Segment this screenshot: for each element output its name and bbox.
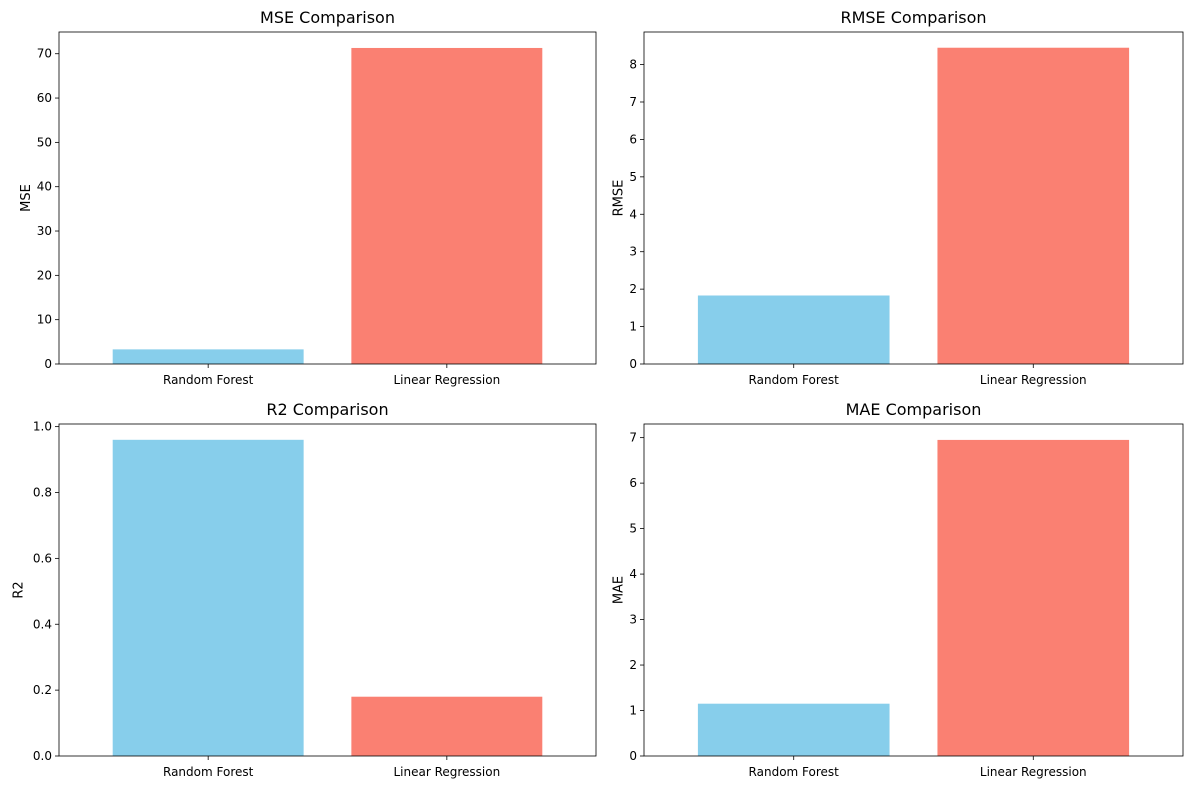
chart-title-mse: MSE Comparison <box>260 8 395 27</box>
y-tick-label: 70 <box>37 47 52 61</box>
y-tick-label: 7 <box>629 95 637 109</box>
bar-r2-random-forest <box>112 439 304 756</box>
y-tick-label: 20 <box>37 268 52 282</box>
subplot-mse: MSE Comparison Random Forest Linear Regres… <box>19 8 597 387</box>
y-tick-label: 0 <box>44 357 52 371</box>
x-tick-label: Random Forest <box>163 373 254 387</box>
y-axis-label-rmse: RMSE <box>612 180 627 217</box>
y-tick-label: 3 <box>629 613 637 627</box>
y-tick-label: 0 <box>629 749 637 763</box>
y-tick-label: 0.2 <box>33 683 52 697</box>
y-tick-label: 5 <box>629 522 637 536</box>
subplot-r2: R2 Comparison Random Forest Linear Regress… <box>12 400 597 779</box>
y-axis-label-mse: MSE <box>19 184 34 212</box>
y-tick-label: 30 <box>37 224 52 238</box>
y-tick-label: 1 <box>629 704 637 718</box>
y-tick-label: 2 <box>629 658 637 672</box>
y-tick-label: 0.8 <box>33 486 52 500</box>
bar-rmse-linear-regression <box>937 47 1130 365</box>
bar-mae-random-forest <box>697 703 890 756</box>
chart-title-rmse: RMSE Comparison <box>840 8 986 27</box>
y-tick-label: 4 <box>629 207 637 221</box>
y-tick-label: 5 <box>629 170 637 184</box>
y-tick-label: 1.0 <box>33 420 52 434</box>
y-axis-label-r2: R2 <box>12 581 27 598</box>
y-tick-label: 1 <box>629 320 637 334</box>
y-tick-label: 3 <box>629 245 637 259</box>
axes-frame <box>58 423 597 757</box>
bar-r2-linear-regression <box>351 696 543 756</box>
bar-mse-random-forest <box>112 349 304 364</box>
subplot-mae: MAE Comparison Random Forest Linear Regres… <box>612 400 1184 779</box>
axes-frame <box>643 423 1184 757</box>
y-tick-label: 0 <box>629 357 637 371</box>
chart-title-mae: MAE Comparison <box>846 400 982 419</box>
x-tick-label: Linear Regression <box>980 765 1087 779</box>
y-tick-label: 40 <box>37 180 52 194</box>
x-tick-label: Random Forest <box>749 373 840 387</box>
y-tick-label: 0.0 <box>33 749 52 763</box>
chart-title-r2: R2 Comparison <box>266 400 388 419</box>
bar-mse-linear-regression <box>351 47 543 364</box>
axes-frame <box>58 31 597 365</box>
y-tick-label: 50 <box>37 135 52 149</box>
y-tick-label: 10 <box>37 313 52 327</box>
y-tick-label: 2 <box>629 282 637 296</box>
axes-frame <box>643 31 1184 365</box>
y-tick-label: 7 <box>629 431 637 445</box>
bar-mae-linear-regression <box>937 439 1130 756</box>
y-tick-label: 60 <box>37 91 52 105</box>
x-tick-label: Linear Regression <box>393 765 500 779</box>
y-tick-label: 6 <box>629 132 637 146</box>
bar-rmse-random-forest <box>697 295 890 364</box>
y-axis-label-mae: MAE <box>612 576 627 604</box>
x-tick-label: Random Forest <box>163 765 254 779</box>
y-tick-label: 0.4 <box>33 617 52 631</box>
x-tick-label: Random Forest <box>749 765 840 779</box>
y-tick-label: 8 <box>629 58 637 72</box>
y-tick-label: 6 <box>629 476 637 490</box>
subplot-rmse: RMSE Comparison Random Forest Linear Regre… <box>612 8 1184 387</box>
x-tick-label: Linear Regression <box>393 373 500 387</box>
x-tick-label: Linear Regression <box>980 373 1087 387</box>
y-tick-label: 4 <box>629 567 637 581</box>
y-tick-label: 0.6 <box>33 551 52 565</box>
